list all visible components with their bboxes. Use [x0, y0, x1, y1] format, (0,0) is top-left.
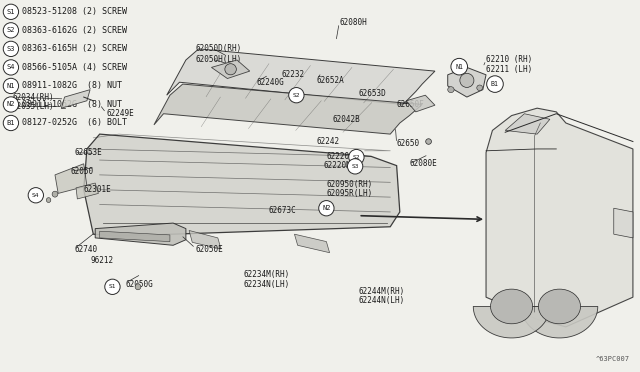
- Text: 62050G: 62050G: [125, 280, 153, 289]
- Text: 62240G: 62240G: [256, 78, 284, 87]
- Ellipse shape: [448, 87, 454, 93]
- Ellipse shape: [3, 4, 19, 19]
- Text: 62244M(RH): 62244M(RH): [358, 287, 404, 296]
- Text: 08363-6165H (2) SCREW: 08363-6165H (2) SCREW: [22, 44, 127, 53]
- Polygon shape: [505, 114, 550, 134]
- Ellipse shape: [348, 159, 363, 174]
- Ellipse shape: [486, 76, 503, 92]
- Text: 62095R(LH): 62095R(LH): [326, 189, 372, 198]
- Text: 62050E: 62050E: [195, 244, 223, 253]
- Text: 62652A: 62652A: [317, 76, 344, 85]
- Polygon shape: [61, 90, 90, 108]
- Text: 62220A: 62220A: [326, 152, 354, 161]
- Ellipse shape: [538, 289, 580, 324]
- Text: 08523-51208 (2) SCREW: 08523-51208 (2) SCREW: [22, 7, 127, 16]
- Text: 62244N(LH): 62244N(LH): [358, 296, 404, 305]
- Polygon shape: [473, 307, 550, 338]
- Text: ^63PC007: ^63PC007: [596, 356, 630, 362]
- Ellipse shape: [3, 115, 19, 131]
- Polygon shape: [521, 307, 598, 338]
- Text: 62673C: 62673C: [269, 206, 297, 215]
- Ellipse shape: [349, 150, 364, 165]
- Text: 62080H: 62080H: [339, 19, 367, 28]
- Ellipse shape: [225, 64, 236, 75]
- Text: S2: S2: [292, 93, 300, 98]
- Polygon shape: [95, 223, 186, 245]
- Text: N1: N1: [455, 64, 463, 70]
- Ellipse shape: [28, 187, 44, 203]
- Polygon shape: [167, 49, 435, 105]
- Text: 620950(RH): 620950(RH): [326, 180, 372, 189]
- Text: S3: S3: [6, 46, 15, 52]
- Text: 08566-5105A (4) SCREW: 08566-5105A (4) SCREW: [22, 63, 127, 72]
- Polygon shape: [84, 134, 400, 236]
- Text: S4: S4: [6, 64, 15, 70]
- Polygon shape: [154, 84, 422, 134]
- Text: S1: S1: [109, 284, 116, 289]
- Text: N2: N2: [6, 102, 15, 108]
- Ellipse shape: [426, 139, 431, 144]
- Text: 62210 (RH): 62210 (RH): [486, 55, 532, 64]
- Text: 62653D: 62653D: [358, 89, 386, 98]
- Text: S4: S4: [32, 193, 40, 198]
- Text: 62042B: 62042B: [333, 115, 360, 124]
- Ellipse shape: [289, 87, 304, 103]
- Text: S2: S2: [353, 155, 360, 160]
- Polygon shape: [448, 67, 486, 97]
- Text: 62234M(RH): 62234M(RH): [243, 270, 290, 279]
- Ellipse shape: [477, 85, 483, 90]
- Ellipse shape: [3, 41, 19, 57]
- Polygon shape: [189, 231, 221, 249]
- Polygon shape: [211, 60, 250, 78]
- Text: 62650F: 62650F: [397, 100, 424, 109]
- Ellipse shape: [490, 289, 532, 324]
- Ellipse shape: [135, 284, 141, 290]
- Text: 62050D(RH): 62050D(RH): [195, 44, 242, 53]
- Ellipse shape: [3, 78, 19, 94]
- Text: N2: N2: [322, 205, 331, 211]
- Text: 62301E: 62301E: [84, 185, 111, 194]
- Ellipse shape: [46, 198, 51, 202]
- Text: 62050: 62050: [71, 167, 94, 176]
- Text: 62650: 62650: [397, 139, 420, 148]
- Polygon shape: [406, 95, 435, 112]
- Ellipse shape: [451, 58, 467, 75]
- Ellipse shape: [3, 60, 19, 75]
- Text: 62034(RH): 62034(RH): [12, 93, 54, 102]
- Text: 62080E: 62080E: [410, 159, 437, 168]
- Polygon shape: [486, 108, 633, 327]
- Text: 62234N(LH): 62234N(LH): [243, 280, 290, 289]
- Ellipse shape: [319, 201, 334, 216]
- Polygon shape: [76, 183, 99, 199]
- Text: 08911-1082G  (8) NUT: 08911-1082G (8) NUT: [22, 81, 122, 90]
- Text: 62653E: 62653E: [74, 148, 102, 157]
- Text: 62232: 62232: [282, 70, 305, 79]
- Text: 62740: 62740: [74, 244, 97, 253]
- Text: 62050H(LH): 62050H(LH): [195, 55, 242, 64]
- Ellipse shape: [52, 191, 58, 197]
- Text: 08911-1062G  (8) NUT: 08911-1062G (8) NUT: [22, 100, 122, 109]
- Text: B1: B1: [491, 81, 499, 87]
- Text: S3: S3: [351, 164, 359, 169]
- Polygon shape: [294, 234, 330, 253]
- Text: N1: N1: [6, 83, 15, 89]
- Text: 96212: 96212: [90, 256, 113, 264]
- Text: 62211 (LH): 62211 (LH): [486, 65, 532, 74]
- Ellipse shape: [3, 23, 19, 38]
- Ellipse shape: [3, 97, 19, 112]
- Text: B1: B1: [6, 120, 15, 126]
- Ellipse shape: [460, 73, 474, 87]
- Text: 62249E: 62249E: [106, 109, 134, 118]
- Polygon shape: [55, 164, 87, 193]
- Text: 62220M: 62220M: [323, 161, 351, 170]
- Text: 08127-0252G  (6) BOLT: 08127-0252G (6) BOLT: [22, 119, 127, 128]
- Polygon shape: [100, 231, 170, 241]
- Ellipse shape: [105, 279, 120, 295]
- Text: 62242: 62242: [317, 137, 340, 146]
- Polygon shape: [614, 208, 633, 238]
- Text: S1: S1: [6, 9, 15, 15]
- Text: 08363-6162G (2) SCREW: 08363-6162G (2) SCREW: [22, 26, 127, 35]
- Text: S2: S2: [6, 28, 15, 33]
- Text: 62035(LH): 62035(LH): [12, 102, 54, 111]
